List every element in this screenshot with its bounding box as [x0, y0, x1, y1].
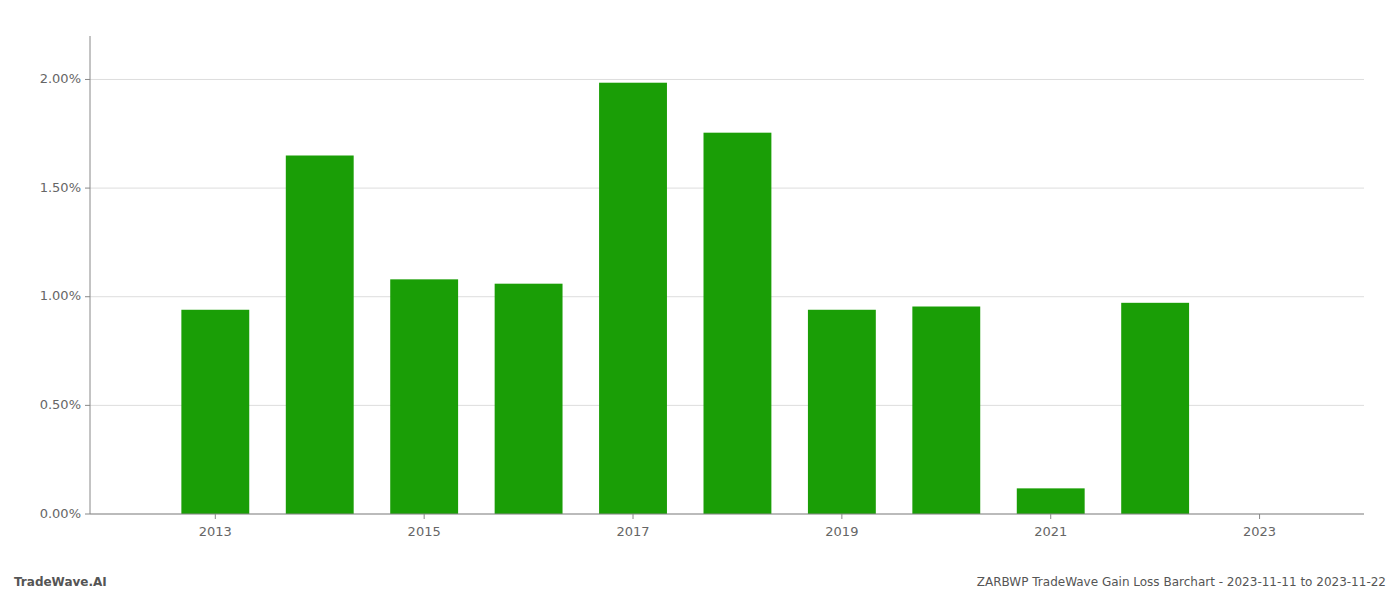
x-tick-label: 2021: [1034, 524, 1067, 539]
y-tick: [85, 405, 90, 406]
y-axis-line: [90, 36, 91, 514]
x-axis-line: [90, 514, 1364, 515]
bar: [181, 310, 249, 514]
bar: [390, 279, 458, 514]
x-tick: [424, 514, 425, 519]
bar: [808, 310, 876, 514]
y-tick-label: 2.00%: [40, 71, 81, 86]
x-tick: [1050, 514, 1051, 519]
y-tick-label: 1.00%: [40, 288, 81, 303]
y-tick-label: 0.50%: [40, 397, 81, 412]
y-tick: [85, 514, 90, 515]
x-tick: [633, 514, 634, 519]
x-tick-label: 2015: [408, 524, 441, 539]
chart-container: 0.00%0.50%1.00%1.50%2.00%201320152017201…: [0, 0, 1400, 600]
x-tick-label: 2023: [1243, 524, 1276, 539]
x-axis: 2013 2015 2017 2019 2021 2023: [90, 514, 1364, 539]
y-axis: 0.00% 0.50% 1.00% 1.50% 2.00%: [40, 36, 90, 521]
grid-line: [90, 79, 1364, 80]
grid-line: [90, 514, 1364, 515]
x-tick: [841, 514, 842, 519]
bar: [912, 307, 980, 514]
bar: [704, 133, 772, 514]
x-tick: [1259, 514, 1260, 519]
y-tick: [85, 79, 90, 80]
y-tick-label: 1.50%: [40, 180, 81, 195]
y-tick: [85, 296, 90, 297]
y-grid: [90, 79, 1364, 514]
footer-left: TradeWave.AI: [14, 575, 107, 589]
bar: [1121, 303, 1189, 514]
chart-svg: 0.00%0.50%1.00%1.50%2.00%201320152017201…: [0, 0, 1400, 600]
y-tick-label: 0.00%: [40, 506, 81, 521]
x-tick: [215, 514, 216, 519]
x-tick-label: 2019: [825, 524, 858, 539]
footer: TradeWave.AI ZARBWP TradeWave Gain Loss B…: [14, 575, 1386, 589]
bar: [1017, 488, 1085, 514]
x-tick-label: 2017: [616, 524, 649, 539]
footer-right: ZARBWP TradeWave Gain Loss Barchart - 20…: [977, 575, 1386, 589]
bar: [495, 284, 563, 514]
bar: [286, 156, 354, 515]
y-tick: [85, 188, 90, 189]
bars: [181, 83, 1189, 514]
x-tick-label: 2013: [199, 524, 232, 539]
bar: [599, 83, 667, 514]
